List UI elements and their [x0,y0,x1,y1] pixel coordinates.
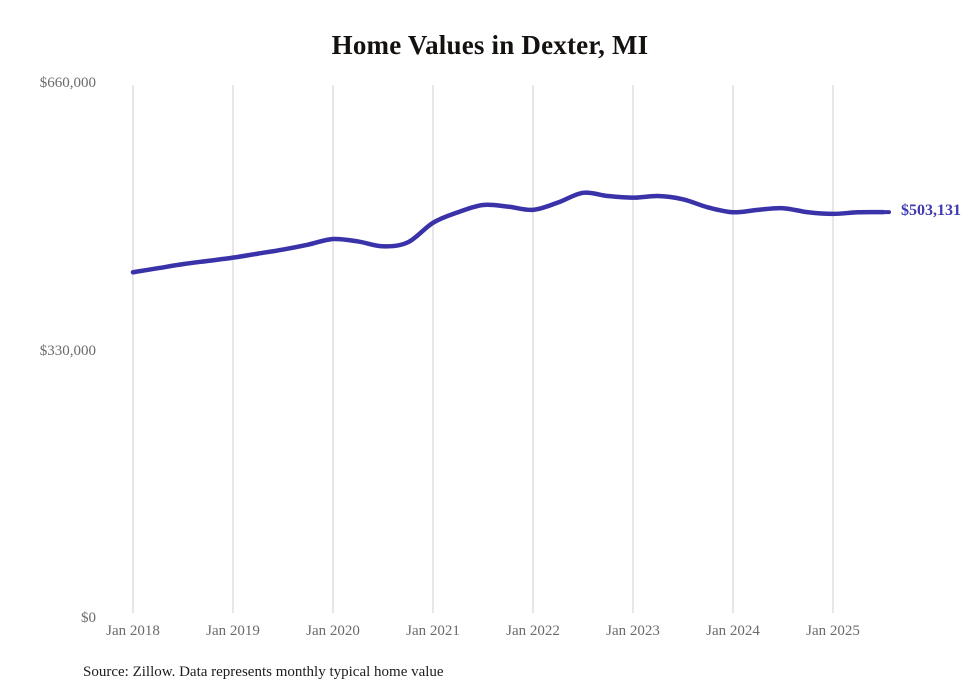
x-tick-label-2: Jan 2019 [206,623,260,639]
x-tick-label-3: Jan 2020 [306,623,360,639]
series-group [130,190,886,275]
x-tick-label-1: Jan 2018 [106,623,160,639]
y-tick-label-1: $0 [81,610,96,626]
y-tick-label-2: $330,000 [39,342,96,359]
series-line-1 [130,190,886,275]
x-tick-label-4: Jan 2021 [406,623,460,639]
x-tick-label-6: Jan 2023 [606,623,660,639]
y-tick-label-3: $660,000 [39,75,96,91]
x-tick-label-5: Jan 2022 [506,623,560,639]
x-tick-label-7: Jan 2024 [706,623,760,639]
end-value-label: $503,131 [901,202,961,220]
source-note: Source: Zillow. Data represents monthly … [83,664,444,680]
gridlines-group [132,85,834,613]
chart-title: Home Values in Dexter, MI [331,30,649,60]
x-tick-label-8: Jan 2025 [806,623,860,639]
